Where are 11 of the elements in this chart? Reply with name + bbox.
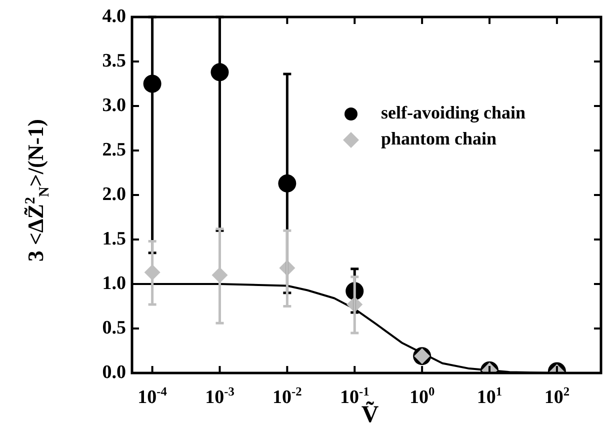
y-tick-label: 1.0: [102, 272, 126, 294]
y-tick-label: 3.0: [102, 94, 126, 116]
legend-label: phantom chain: [381, 128, 497, 149]
legend-label: self-avoiding chain: [381, 102, 526, 123]
y-tick-label: 0.5: [102, 317, 126, 338]
y-tick-label: 2.0: [102, 184, 126, 205]
y-tick-label: 0.0: [102, 362, 126, 383]
y-tick-label: 4.0: [102, 6, 126, 27]
y-tick-label: 2.5: [102, 139, 126, 160]
y-tick-label: 3.5: [102, 50, 126, 72]
y-tick-label: 1.5: [102, 228, 126, 250]
